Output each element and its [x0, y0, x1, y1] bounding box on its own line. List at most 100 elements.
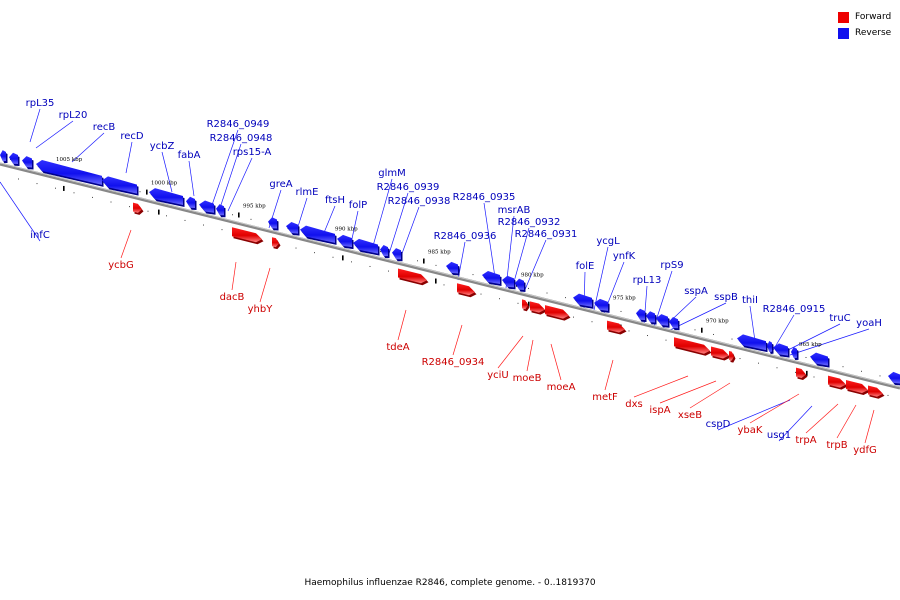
gene-arrow-xseb[interactable]: [729, 350, 736, 363]
gene-arrow-r2846-0938[interactable]: [392, 248, 403, 262]
gene-arrow-faba[interactable]: [149, 188, 185, 208]
gene-arrow-msrab[interactable]: [482, 270, 502, 286]
gene-label-usg1[interactable]: usg1: [767, 430, 791, 441]
gene-arrow-folp[interactable]: [337, 234, 354, 250]
gene-label-r2846-0936[interactable]: R2846_0936: [434, 231, 497, 242]
gene-label-glmm[interactable]: glmM: [378, 168, 406, 179]
gene-arrow-metf[interactable]: [607, 320, 627, 335]
gene-arrow-trpa[interactable]: [828, 375, 848, 390]
gene-label-moeb[interactable]: moeB: [513, 373, 542, 384]
gene-arrow-grea[interactable]: [268, 217, 279, 231]
gene-arrow-rps9[interactable]: [669, 317, 680, 331]
gene-label-dacb[interactable]: dacB: [220, 292, 245, 303]
gene-arrow-truc[interactable]: [810, 352, 830, 368]
gene-label-ybak[interactable]: ybaK: [738, 425, 763, 436]
gene-label-yciu[interactable]: yciU: [487, 370, 509, 381]
gene-arrow-ispa[interactable]: [711, 346, 731, 361]
gene-label-rpl20[interactable]: rpL20: [59, 110, 88, 121]
gene-arrow-sspa[interactable]: [737, 334, 768, 353]
gene-arrow-glmm[interactable]: [353, 238, 380, 256]
gene-label-trpb[interactable]: trpB: [826, 440, 847, 451]
gene-arrow-r2846-0939[interactable]: [380, 244, 390, 259]
gene-arrow-fole[interactable]: [594, 298, 610, 313]
gene-label-rlme[interactable]: rlmE: [296, 187, 319, 198]
gene-label-sspa[interactable]: sspA: [684, 286, 708, 297]
gene-arrow-sspb[interactable]: [767, 340, 774, 354]
gene-label-r2846-0931[interactable]: R2846_0931: [515, 229, 578, 240]
gene-arrow-recd[interactable]: [36, 159, 104, 187]
gene-arrow-r2846-0932[interactable]: [502, 275, 516, 290]
gene-label-thii[interactable]: thiI: [742, 295, 758, 306]
gene-label-recd[interactable]: recD: [120, 131, 144, 142]
gene-label-trpa[interactable]: trpA: [795, 435, 816, 446]
gene-label-r2846-0949[interactable]: R2846_0949: [207, 119, 270, 130]
gene-arrow-dacb[interactable]: [232, 227, 264, 245]
gene-arrow-r2846-0936[interactable]: [515, 278, 526, 292]
gene-label-r2846-0939[interactable]: R2846_0939: [377, 182, 440, 193]
gene-label-sspb[interactable]: sspB: [714, 292, 738, 303]
gene-arrow-yoah[interactable]: [888, 371, 900, 386]
gene-arrow-ftsh[interactable]: [300, 225, 337, 245]
gene-arrow-rps15-a[interactable]: [216, 204, 226, 218]
gene-label-metf[interactable]: metF: [592, 392, 618, 403]
gene-label-ynfk[interactable]: ynfK: [613, 251, 636, 262]
gene-label-r2846-0948[interactable]: R2846_0948: [210, 133, 273, 144]
gene-label-fole[interactable]: folE: [576, 261, 595, 272]
gene-label-msrab[interactable]: msrAB: [498, 205, 531, 216]
gene-label-infc[interactable]: infC: [30, 230, 50, 241]
gene-label-ydfg[interactable]: ydfG: [853, 445, 877, 456]
gene-arrow-ycbg[interactable]: [133, 202, 144, 215]
gene-arrow-r2846-0935[interactable]: [446, 261, 460, 276]
gene-label-grea[interactable]: greA: [269, 179, 292, 190]
gene-label-faba[interactable]: fabA: [178, 150, 201, 161]
gene-arrow-trpb[interactable]: [846, 380, 870, 396]
gene-label-rps9[interactable]: rpS9: [660, 260, 683, 271]
gene-arrow-r2846-0948[interactable]: [199, 200, 216, 215]
gene-label-ycbz[interactable]: ycbZ: [150, 141, 175, 152]
gene-arrow-ycbz[interactable]: [102, 176, 139, 196]
gene-arrow-rpl20[interactable]: [9, 152, 20, 166]
gene-label-tdea[interactable]: tdeA: [386, 342, 409, 353]
gene-label-rpl35[interactable]: rpL35: [26, 98, 55, 109]
gene-label-folp[interactable]: folP: [349, 200, 367, 211]
gene-arrow-yhby[interactable]: [272, 237, 281, 250]
gene-arrow-thii[interactable]: [773, 343, 790, 358]
gene-label-ycgl[interactable]: ycgL: [596, 236, 620, 247]
gene-arrow-ybak[interactable]: [796, 367, 808, 380]
gene-label-ispa[interactable]: ispA: [649, 405, 670, 416]
gene-label-recb[interactable]: recB: [93, 122, 116, 133]
gene-label-yoah[interactable]: yoaH: [856, 318, 882, 329]
gene-label-ftsh[interactable]: ftsH: [325, 195, 345, 206]
gene-arrow-ycgl[interactable]: [636, 308, 647, 323]
gene-label-r2846-0938[interactable]: R2846_0938: [388, 196, 451, 207]
gene-arrow-recb[interactable]: [22, 156, 34, 170]
gene-label-rpl13[interactable]: rpL13: [633, 275, 662, 286]
gene-arrow-r2846-0934[interactable]: [457, 283, 477, 298]
gene-label-rps15-a[interactable]: rps15-A: [233, 147, 272, 158]
gene-arrow-moea[interactable]: [545, 305, 571, 321]
gene-arrow-rpl13[interactable]: [656, 314, 670, 328]
gene-label-xseb[interactable]: xseB: [678, 410, 702, 421]
gene-arrow-r2846-0931[interactable]: [573, 293, 594, 309]
gene-label-yhby[interactable]: yhbY: [248, 304, 274, 315]
gene-label-truc[interactable]: truC: [829, 313, 850, 324]
gene-arrow-r2846-0915[interactable]: [791, 347, 799, 361]
gene-arrow-dxs[interactable]: [674, 337, 712, 356]
gene-arrow-yciu[interactable]: [522, 299, 530, 312]
gene-arrow-rpl35[interactable]: [0, 150, 8, 164]
gene-label-cspd[interactable]: cspD: [706, 419, 731, 430]
gene-label-ycbg[interactable]: ycbG: [108, 260, 134, 271]
gene-label-r2846-0935[interactable]: R2846_0935: [453, 192, 516, 203]
gene-label-r2846-0934[interactable]: R2846_0934: [422, 357, 485, 368]
gene-arrow-rlme[interactable]: [286, 222, 300, 236]
gene-label-r2846-0915[interactable]: R2846_0915: [763, 304, 826, 315]
gene-arrow-ydfg[interactable]: [868, 385, 885, 399]
gene-arrow-r2846-0949[interactable]: [186, 196, 197, 211]
gene-label-moea[interactable]: moeA: [547, 382, 576, 393]
gene-label-dxs[interactable]: dxs: [625, 399, 642, 410]
gene-arrow-ynfk[interactable]: [646, 311, 657, 325]
gene-label-r2846-0932[interactable]: R2846_0932: [498, 217, 561, 228]
gene-arrow-moeb[interactable]: [530, 301, 547, 315]
leader-line-truc: [779, 323, 841, 355]
gene-arrow-tdea[interactable]: [398, 268, 429, 286]
